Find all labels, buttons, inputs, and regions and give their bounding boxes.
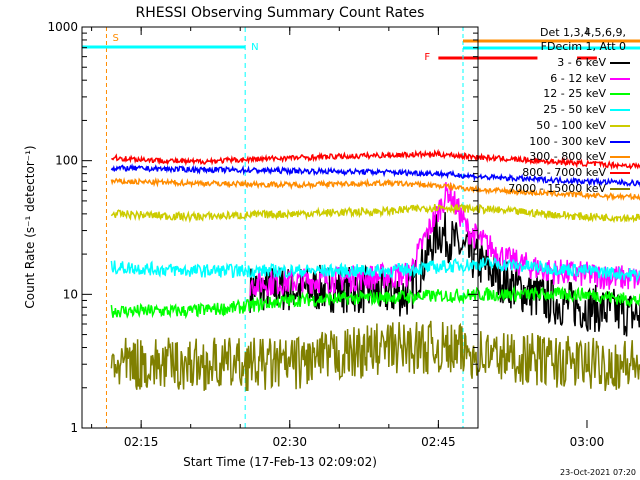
legend-header-line-2: FDecim 1, Att 0	[482, 40, 632, 54]
legend-item: 6 - 12 keV	[482, 72, 632, 86]
x-tick-label: 02:30	[272, 435, 307, 449]
legend-item: 3 - 6 keV	[482, 56, 632, 70]
legend-label: 7000 - 15000 keV	[508, 181, 606, 195]
x-tick-label: 02:45	[421, 435, 456, 449]
legend-label: 25 - 50 keV	[543, 103, 606, 117]
legend-swatch	[610, 187, 630, 190]
series-line	[110, 203, 640, 224]
x-tick-label: 02:15	[124, 435, 159, 449]
series-line	[110, 163, 640, 188]
f-flag-label: F	[424, 52, 430, 63]
n-flag-label: N	[251, 42, 258, 53]
axes: 02:1502:3002:4503:0003:1503:3003:4511010…	[47, 20, 605, 449]
legend-label: 800 - 7000 keV	[522, 165, 606, 179]
legend-item: 12 - 25 keV	[482, 87, 632, 101]
y-tick-label: 1	[70, 421, 78, 435]
legend-item: 800 - 7000 keV	[482, 166, 632, 180]
legend-item: 300 - 800 keV	[482, 150, 632, 164]
series-line	[110, 320, 640, 392]
legend-swatch	[610, 156, 630, 159]
chart-title: RHESSI Observing Summary Count Rates	[136, 5, 425, 21]
x-tick-label: 03:00	[570, 435, 605, 449]
y-axis-label: Count Rate (s⁻¹ detector⁻¹)	[23, 145, 37, 308]
legend-label: 3 - 6 keV	[557, 56, 606, 69]
legend-item: 25 - 50 keV	[482, 103, 632, 117]
x-axis-label: Start Time (17-Feb-13 02:09:02)	[183, 455, 377, 469]
legend-swatch	[610, 62, 630, 64]
y-tick-label: 1000	[47, 20, 78, 34]
legend-label: 100 - 300 keV	[529, 134, 606, 148]
plot-area: S N F	[82, 27, 640, 428]
s-flag-label: S	[112, 33, 118, 44]
legend-item: 100 - 300 keV	[482, 135, 632, 149]
legend-label: 12 - 25 keV	[543, 87, 606, 101]
legend-label: 50 - 100 keV	[536, 118, 606, 132]
legend-header-text: FDecim 1, Att 0	[540, 40, 626, 53]
timestamp: 23-Oct-2021 07:20	[560, 468, 636, 477]
legend-swatch	[610, 77, 630, 80]
legend-item: 7000 - 15000 keV	[482, 182, 632, 196]
series-line	[110, 256, 640, 283]
series-line	[249, 212, 640, 337]
legend-label: 6 - 12 keV	[550, 71, 606, 85]
series-line	[111, 148, 640, 171]
series-line	[110, 177, 640, 202]
plot-frame	[81, 26, 479, 429]
legend-swatch	[610, 93, 630, 96]
legend-swatch	[610, 171, 630, 174]
y-tick-label: 10	[63, 287, 78, 301]
y-tick-label: 100	[55, 154, 78, 168]
legend-swatch	[610, 140, 630, 143]
series-line	[110, 285, 640, 320]
legend-header-line-1: Det 1,3,4,5,6,9,	[482, 26, 632, 40]
legend-item: 50 - 100 keV	[482, 119, 632, 133]
legend-label: 300 - 800 keV	[529, 150, 606, 164]
legend-swatch	[610, 109, 630, 112]
legend-header-text: Det 1,3,4,5,6,9,	[539, 26, 626, 39]
legend-swatch	[610, 124, 630, 127]
